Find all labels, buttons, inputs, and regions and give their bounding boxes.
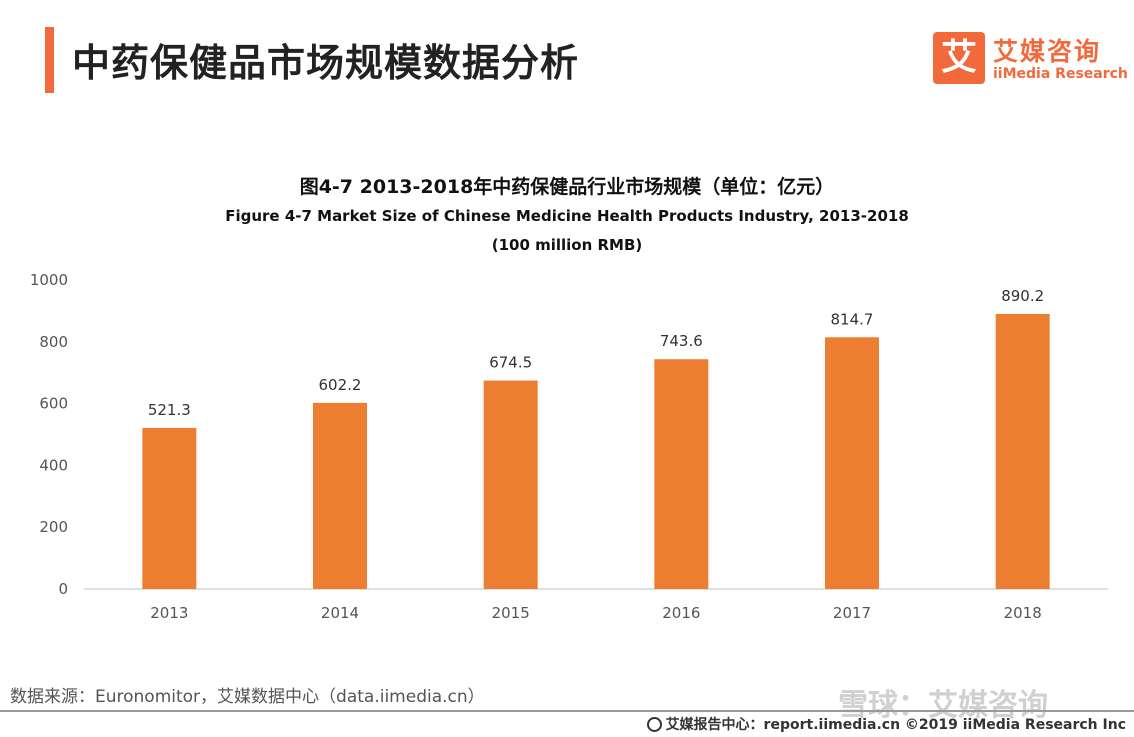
bar-value-label: 674.5 [489, 354, 532, 372]
chart-subtitle-en: Figure 4-7 Market Size of Chinese Medici… [225, 207, 909, 225]
x-tick-label: 2013 [150, 604, 188, 622]
footer-divider [0, 710, 1134, 712]
page-title: 中药保健品市场规模数据分析 [72, 41, 580, 85]
x-tick-label: 2017 [833, 604, 871, 622]
y-tick-label: 1000 [30, 271, 68, 289]
bar [995, 313, 1050, 589]
x-tick-label: 2016 [662, 604, 700, 622]
logo-text-en: iiMedia Research [993, 66, 1128, 82]
chart-unit-label: (100 million RMB) [491, 236, 643, 254]
bar-value-label: 602.2 [319, 376, 362, 394]
y-tick-label: 800 [39, 333, 68, 351]
bar-value-label: 743.6 [660, 332, 703, 350]
bar [142, 427, 197, 589]
bar [483, 380, 538, 589]
y-tick-label: 600 [39, 395, 68, 413]
bar-value-label: 890.2 [1001, 287, 1044, 305]
bar-value-label: 521.3 [148, 401, 191, 419]
bar-value-label: 814.7 [831, 310, 874, 328]
bar-chart: 0 200 400 600 800 1000 521.3 2013 602.2 2014 674.5… [30, 271, 1108, 622]
watermark: 雪球：艾媒咨询 [838, 688, 1048, 723]
y-tick-label: 400 [39, 456, 68, 474]
logo-text-cn: 艾媒咨询 [993, 37, 1102, 66]
chart-title: 图4-7 2013-2018年中药保健品行业市场规模（单位：亿元） [299, 176, 835, 198]
globe-icon [646, 717, 662, 732]
footer-copyright: 艾媒报告中心：report.iimedia.cn ©2019 iiMedia R… [646, 714, 1126, 734]
bar [654, 359, 709, 589]
bar [313, 402, 367, 589]
y-tick-label: 0 [58, 580, 68, 598]
x-tick-label: 2014 [321, 604, 359, 622]
footer-copyright-text: 艾媒报告中心：report.iimedia.cn ©2019 iiMedia R… [665, 717, 1126, 733]
x-tick-label: 2015 [492, 604, 530, 622]
logo-mark-icon: 艾 [933, 32, 985, 84]
bar [825, 337, 879, 589]
imedia-logo: 艾 艾媒咨询 iiMedia Research [933, 32, 1128, 86]
x-tick-label: 2018 [1004, 604, 1042, 622]
y-tick-label: 200 [39, 518, 68, 536]
title-accent-bar [45, 27, 54, 93]
data-source-note: 数据来源：Euronomitor，艾媒数据中心（data.iimedia.cn） [10, 687, 485, 707]
